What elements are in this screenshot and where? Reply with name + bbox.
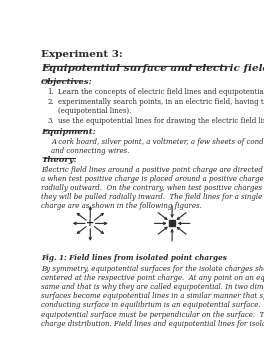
Text: 1.: 1. [47, 88, 54, 96]
Text: Objectives:: Objectives: [41, 78, 93, 87]
Text: 2.: 2. [47, 98, 54, 106]
Text: Equipment:: Equipment: [41, 128, 96, 136]
Text: By symmetry, equipotential surfaces for the isolate charges shown above are sphe: By symmetry, equipotential surfaces for … [41, 265, 264, 328]
Text: Fig. 1: Field lines from isolated point charges: Fig. 1: Field lines from isolated point … [41, 254, 227, 262]
Text: Experiment 3:: Experiment 3: [41, 50, 123, 59]
Text: Theory:: Theory: [41, 156, 77, 164]
Text: +: + [86, 218, 94, 228]
Text: A cork board, silver point, a voltmeter, a few sheets of conducting paper, a dc : A cork board, silver point, a voltmeter,… [51, 138, 264, 155]
Text: 3.: 3. [47, 117, 54, 125]
Text: Equipotential surface and electric field lines: Equipotential surface and electric field… [41, 64, 264, 73]
Text: Learn the concepts of electric field lines and equipotential surfaces.: Learn the concepts of electric field lin… [58, 88, 264, 96]
Text: experimentally search points, in an electric field, having the same electric pot: experimentally search points, in an elec… [58, 98, 264, 116]
Text: Electric field lines around a positive point charge are directed radially outwar: Electric field lines around a positive p… [41, 165, 264, 210]
Text: use the equipotential lines for drawing the electric field lines.: use the equipotential lines for drawing … [58, 117, 264, 125]
